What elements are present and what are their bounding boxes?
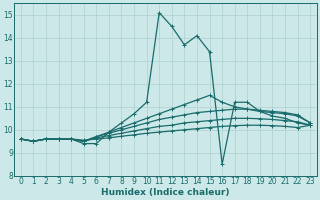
X-axis label: Humidex (Indice chaleur): Humidex (Indice chaleur) [101, 188, 230, 197]
